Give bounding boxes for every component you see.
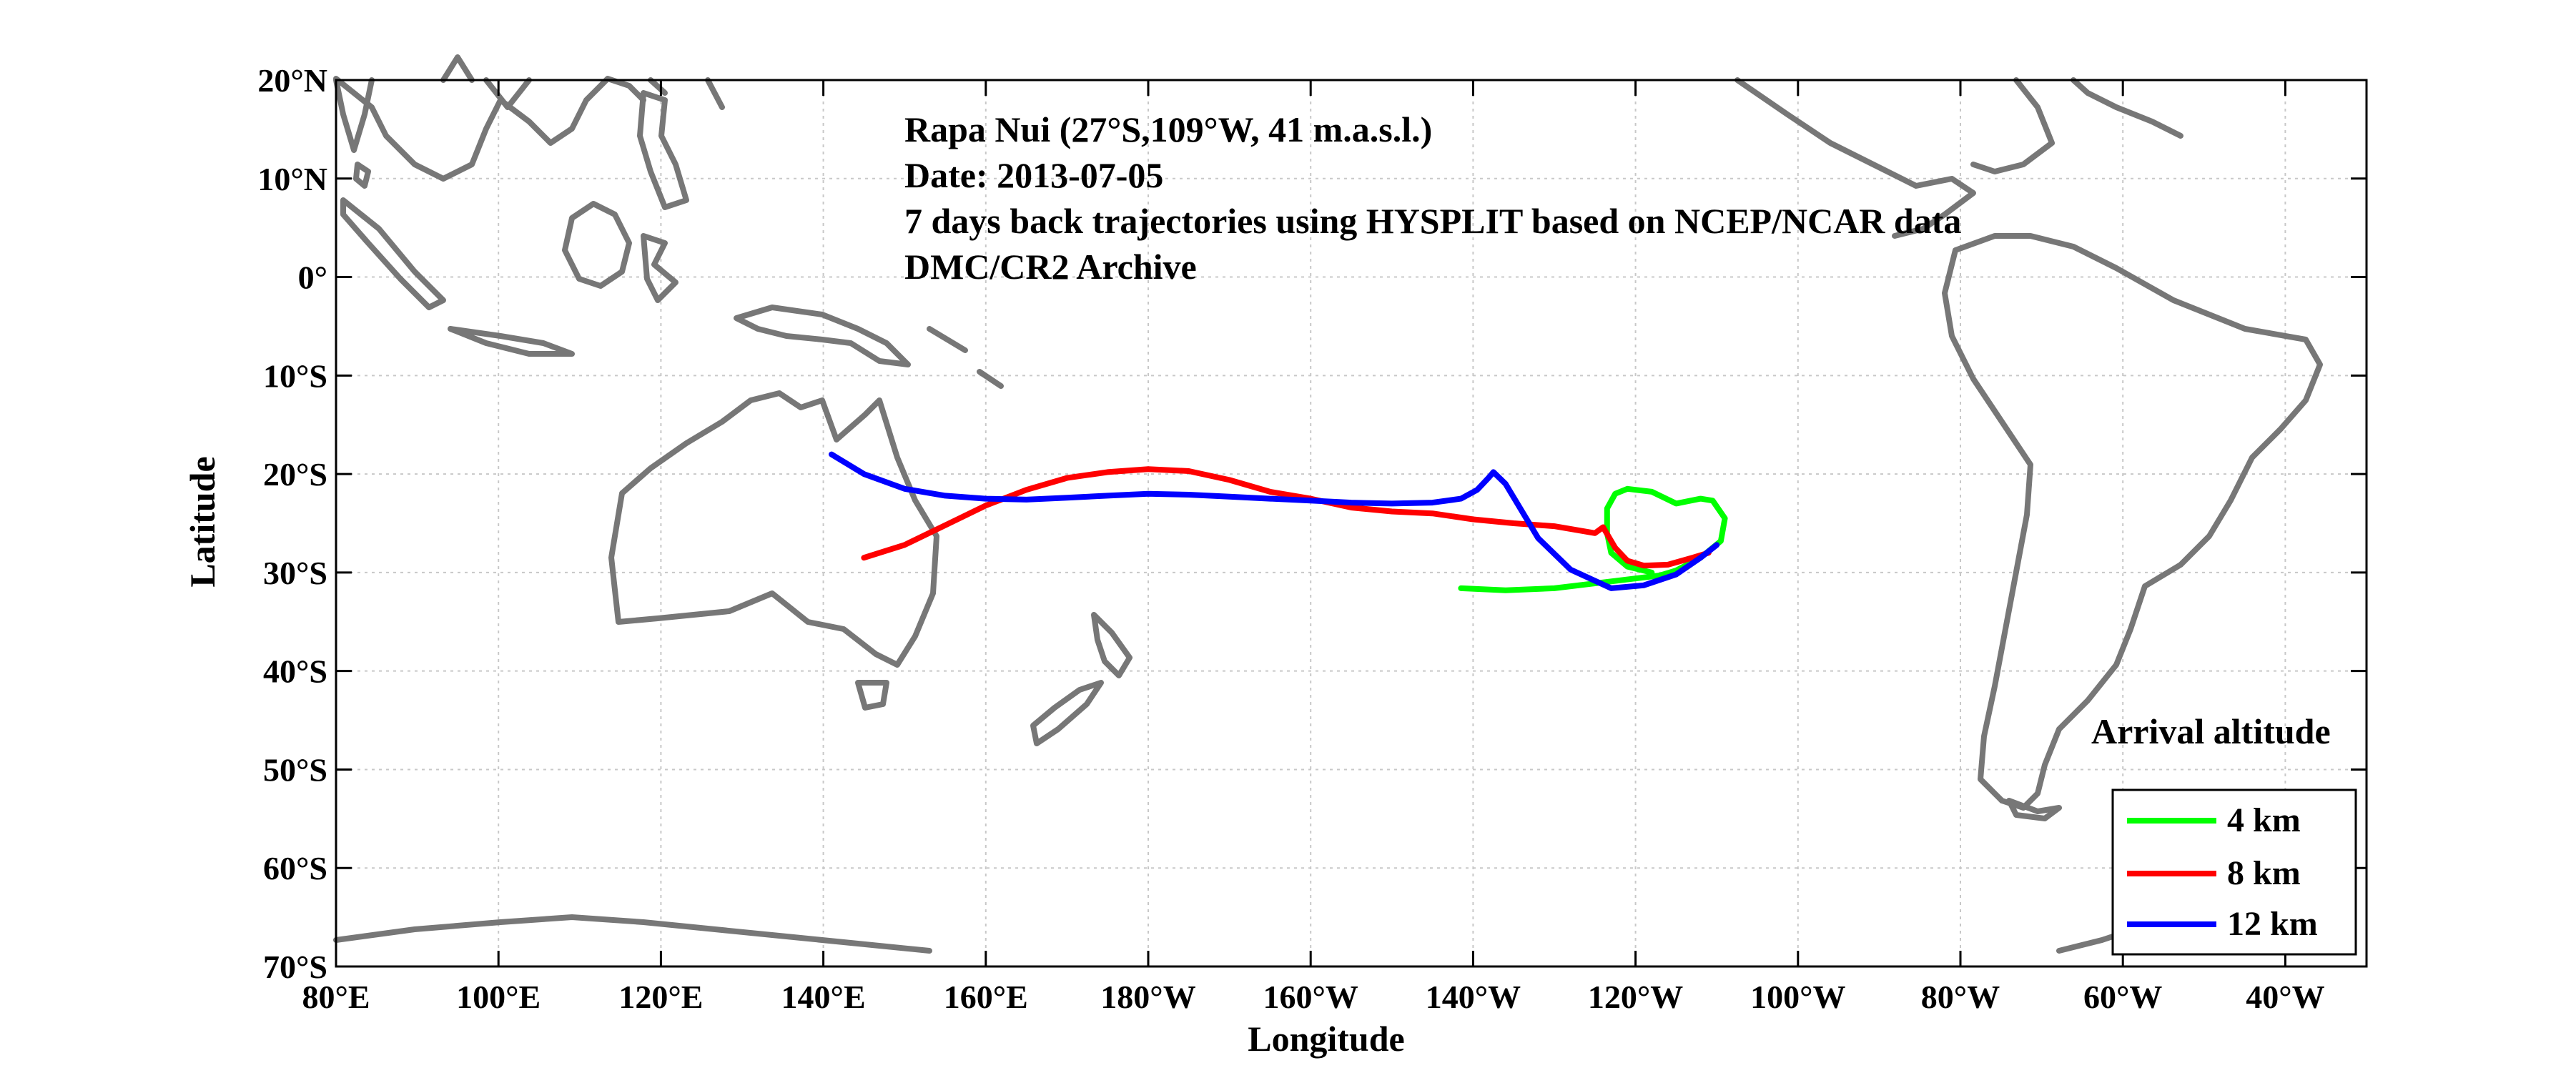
x-tick-label: 80°E xyxy=(302,979,370,1015)
tasmania-coastline xyxy=(855,680,889,711)
y-tick-label: 30°S xyxy=(263,555,327,591)
trajectory-12km xyxy=(829,451,1720,591)
trajectory-8km xyxy=(861,466,1712,569)
sulawesi-coastline xyxy=(641,233,678,303)
tierra-del-fuego-coastline xyxy=(2006,798,2062,821)
y-tick-label: 50°S xyxy=(263,751,327,788)
y-tick-label: 20°S xyxy=(263,456,327,493)
trajectory-4km xyxy=(1458,485,1728,593)
x-tick-label: 120°E xyxy=(618,979,703,1015)
x-tick-label: 160°E xyxy=(944,979,1028,1015)
legend-title: Arrival altitude xyxy=(2091,711,2331,751)
legend-label-12km: 12 km xyxy=(2227,905,2318,943)
sri-lanka-coastline xyxy=(353,162,371,189)
x-tick-label: 160°W xyxy=(1263,979,1358,1015)
y-tick-label: 20°N xyxy=(257,62,327,99)
legend-label-8km: 8 km xyxy=(2227,854,2301,892)
legend: Arrival altitude 4 km 8 km 12 km xyxy=(2091,711,2357,956)
borneo-coastline xyxy=(562,201,632,289)
new-guinea-coastline xyxy=(734,305,911,367)
x-tick-label: 80°W xyxy=(1921,979,2000,1015)
solomon-islands-coastline xyxy=(927,326,1004,389)
y-tick-labels: 20°N 10°N 0° 10°S 20°S 30°S 40°S 50°S 60°S 70°S xyxy=(257,62,327,985)
x-tick-label: 100°E xyxy=(456,979,541,1015)
taiwan-japan-coastline xyxy=(648,77,725,110)
y-tick-label: 0° xyxy=(298,259,327,296)
legend-label-4km: 4 km xyxy=(2227,801,2301,839)
x-tick-label: 100°W xyxy=(1750,979,1845,1015)
asia-coastline xyxy=(333,54,646,182)
plot-frame xyxy=(335,79,2368,968)
y-axis-title: Latitude xyxy=(182,456,222,587)
trajectory-lines xyxy=(829,451,1728,593)
y-tick-label: 10°S xyxy=(263,357,327,394)
philippines-coastline xyxy=(637,90,689,210)
annotation-archive: DMC/CR2 Archive xyxy=(904,247,1197,287)
x-tick-label: 140°W xyxy=(1426,979,1521,1015)
new-zealand-south-island-coastline xyxy=(1030,680,1104,746)
y-tick-label: 40°S xyxy=(263,653,327,690)
y-tick-label: 70°S xyxy=(263,949,327,985)
x-tick-label: 40°W xyxy=(2246,979,2324,1015)
grid-lines xyxy=(335,79,2367,967)
north-america-coastline xyxy=(1734,77,2183,239)
australia-coastline xyxy=(608,390,939,668)
south-america-coastline xyxy=(1942,233,2323,811)
sumatra-coastline xyxy=(340,197,446,310)
java-coastline xyxy=(448,326,575,357)
y-tick-label: 10°N xyxy=(257,161,327,197)
x-axis-title: Longitude xyxy=(1248,1019,1405,1059)
land-outlines xyxy=(333,54,2323,954)
x-tick-labels: 80°E 100°E 120°E 140°E 160°E 180°W 160°W 140°W 1… xyxy=(302,979,2324,1015)
annotation-date: Date: 2013-07-05 xyxy=(904,155,1163,195)
x-tick-label: 140°E xyxy=(781,979,866,1015)
annotation-station: Rapa Nui (27°S,109°W, 41 m.a.s.l.) xyxy=(904,109,1432,149)
annotation-method: 7 days back trajectories using HYSPLIT b… xyxy=(904,201,1961,241)
y-tick-label: 60°S xyxy=(263,850,327,886)
x-tick-label: 60°W xyxy=(2083,979,2162,1015)
axis-ticks xyxy=(335,79,2367,968)
x-tick-label: 180°W xyxy=(1100,979,1195,1015)
new-zealand-north-island-coastline xyxy=(1091,612,1132,678)
x-tick-label: 120°W xyxy=(1588,979,1683,1015)
india-coastline xyxy=(333,77,375,153)
annotation-block: Rapa Nui (27°S,109°W, 41 m.a.s.l.) Date:… xyxy=(904,109,1961,287)
